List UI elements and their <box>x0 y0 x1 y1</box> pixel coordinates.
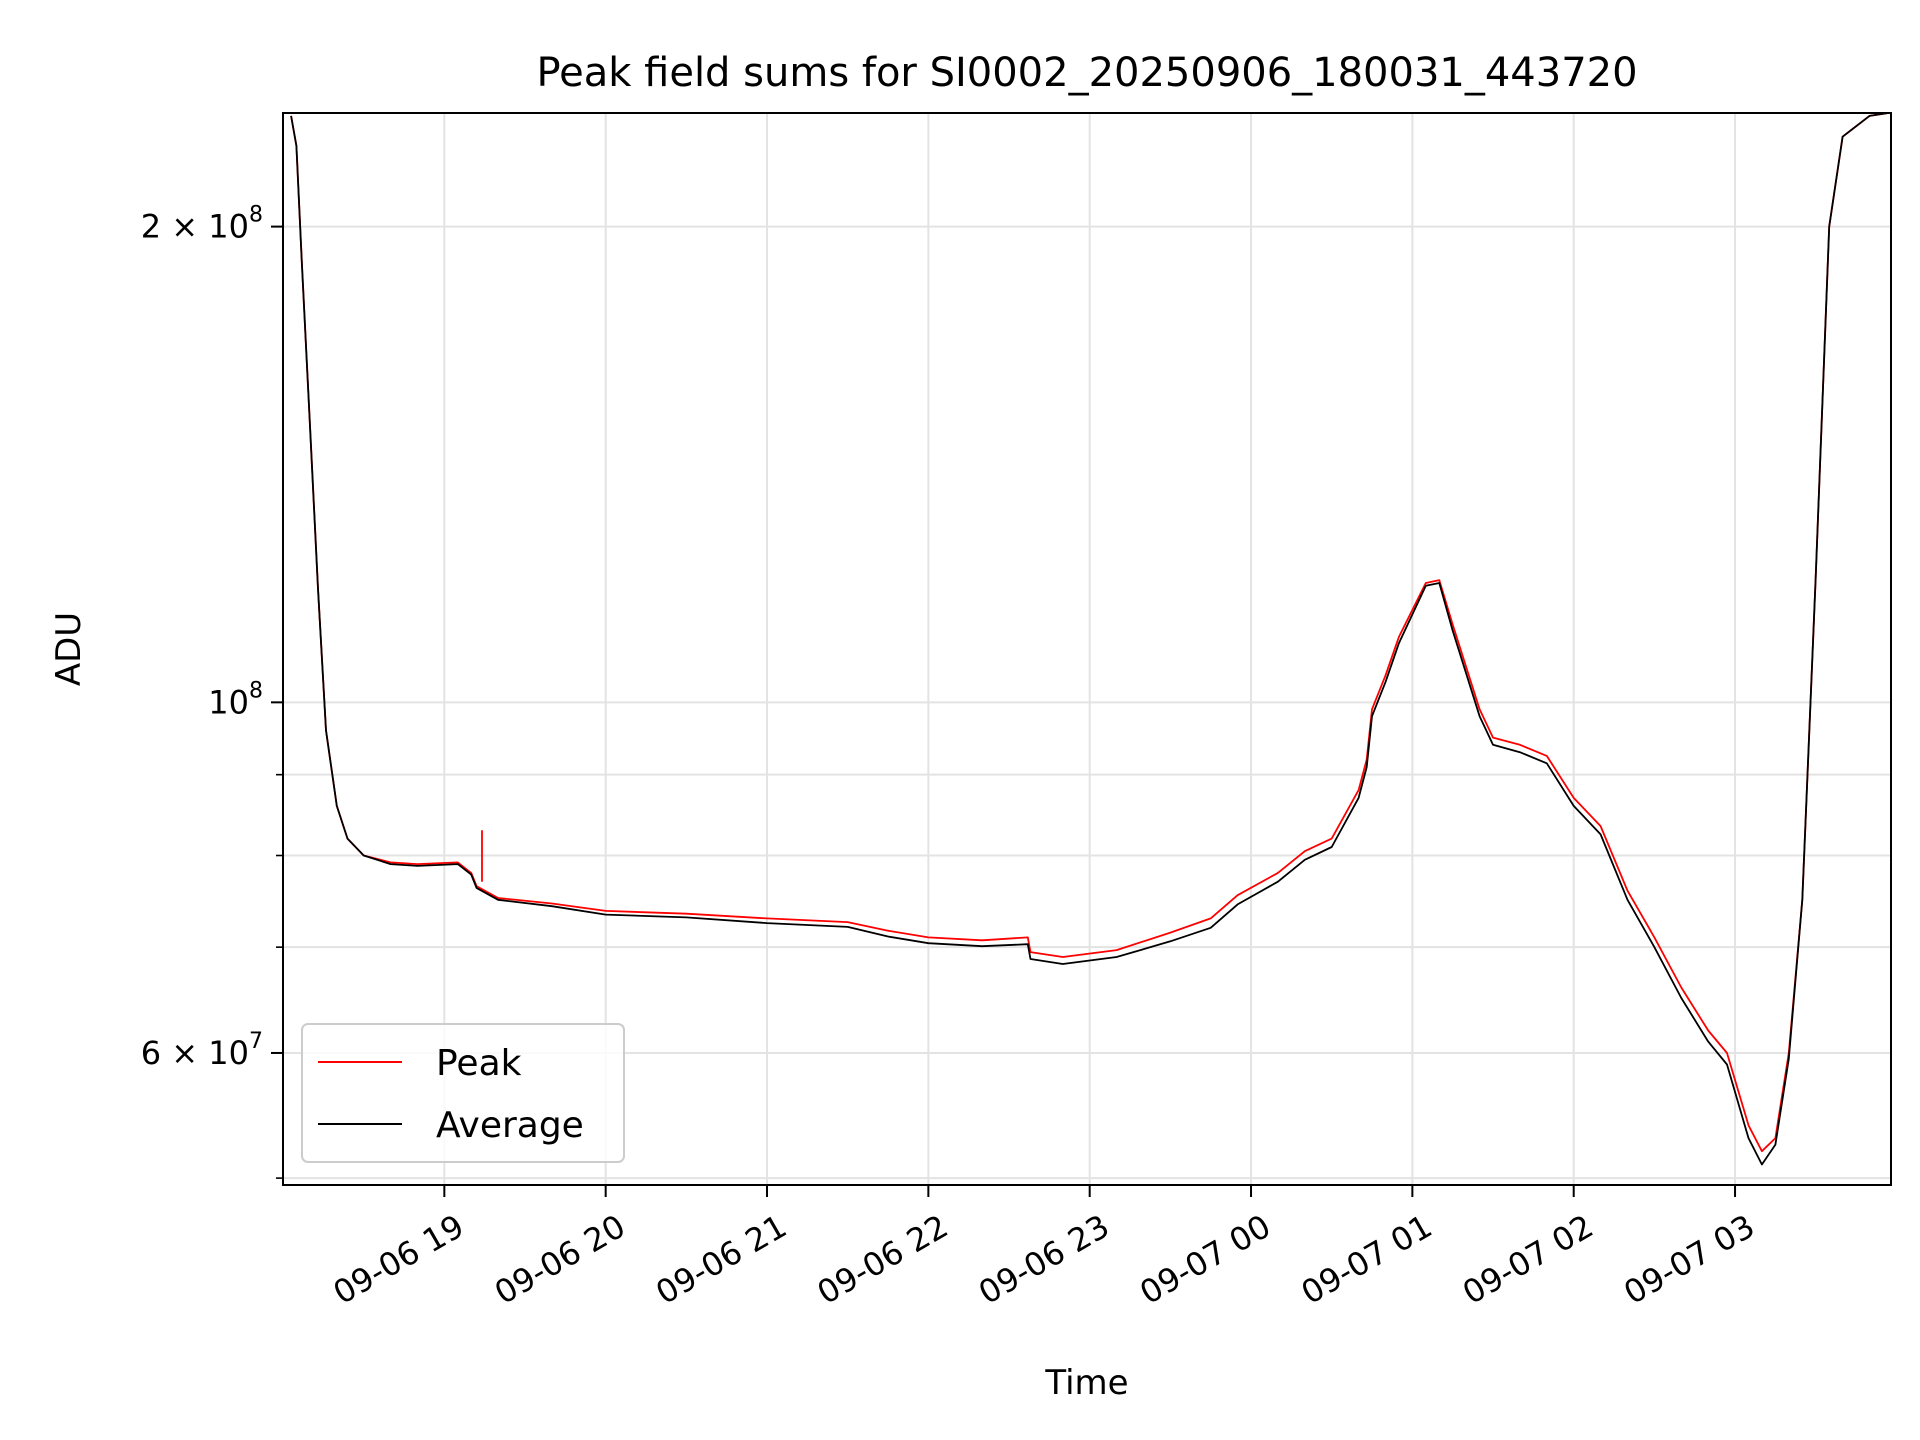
series-line-average <box>290 112 1889 1166</box>
legend-label-average: Average <box>436 1105 584 1146</box>
legend-label-peak: Peak <box>436 1043 522 1084</box>
y-tick-label: 2 × 108 <box>141 203 263 246</box>
y-tick-label: 6 × 107 <box>141 1029 263 1072</box>
chart-title: Peak field sums for SI0002_20250906_1800… <box>536 50 1637 96</box>
y-axis-label: ADU <box>49 612 89 686</box>
legend-box <box>301 1023 625 1163</box>
x-axis-label: Time <box>1044 1363 1128 1403</box>
legend: Peak Average <box>301 1023 625 1163</box>
y-tick-label: 108 <box>208 678 263 721</box>
axes-frame <box>282 112 1892 1186</box>
series-line-peak <box>290 112 1889 1153</box>
grid-layer <box>283 113 1891 1185</box>
series-layer <box>290 112 1889 1166</box>
